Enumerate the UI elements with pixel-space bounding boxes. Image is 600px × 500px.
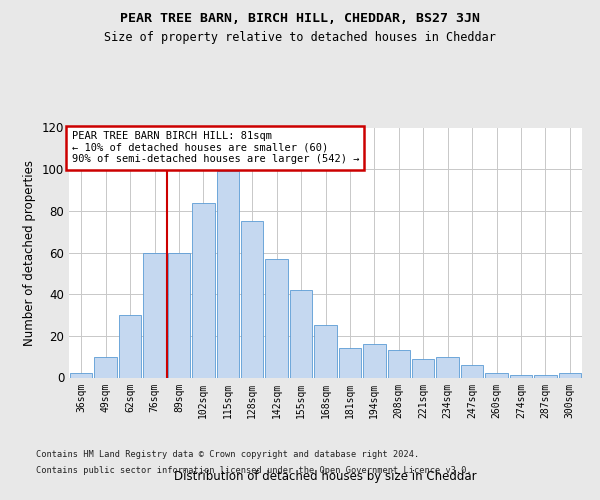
Text: Size of property relative to detached houses in Cheddar: Size of property relative to detached ho…	[104, 31, 496, 44]
Bar	[217, 171, 239, 378]
Bar	[314, 326, 337, 378]
Bar	[485, 374, 508, 378]
Bar	[363, 344, 386, 378]
Bar	[461, 365, 484, 378]
Bar	[94, 356, 117, 378]
Bar	[436, 356, 459, 378]
Bar	[388, 350, 410, 378]
Text: Contains public sector information licensed under the Open Government Licence v3: Contains public sector information licen…	[36, 466, 472, 475]
Bar	[534, 376, 557, 378]
Text: Contains HM Land Registry data © Crown copyright and database right 2024.: Contains HM Land Registry data © Crown c…	[36, 450, 419, 459]
Bar	[192, 202, 215, 378]
Bar	[509, 376, 532, 378]
Bar	[290, 290, 313, 378]
Text: PEAR TREE BARN, BIRCH HILL, CHEDDAR, BS27 3JN: PEAR TREE BARN, BIRCH HILL, CHEDDAR, BS2…	[120, 12, 480, 26]
Bar	[70, 374, 92, 378]
Bar	[338, 348, 361, 378]
Bar	[167, 252, 190, 378]
Bar	[265, 259, 288, 378]
Bar	[412, 359, 434, 378]
Y-axis label: Number of detached properties: Number of detached properties	[23, 160, 36, 346]
X-axis label: Distribution of detached houses by size in Cheddar: Distribution of detached houses by size …	[174, 470, 477, 484]
Bar	[559, 374, 581, 378]
Bar	[143, 252, 166, 378]
Text: PEAR TREE BARN BIRCH HILL: 81sqm
← 10% of detached houses are smaller (60)
90% o: PEAR TREE BARN BIRCH HILL: 81sqm ← 10% o…	[71, 131, 359, 164]
Bar	[119, 315, 142, 378]
Bar	[241, 221, 263, 378]
